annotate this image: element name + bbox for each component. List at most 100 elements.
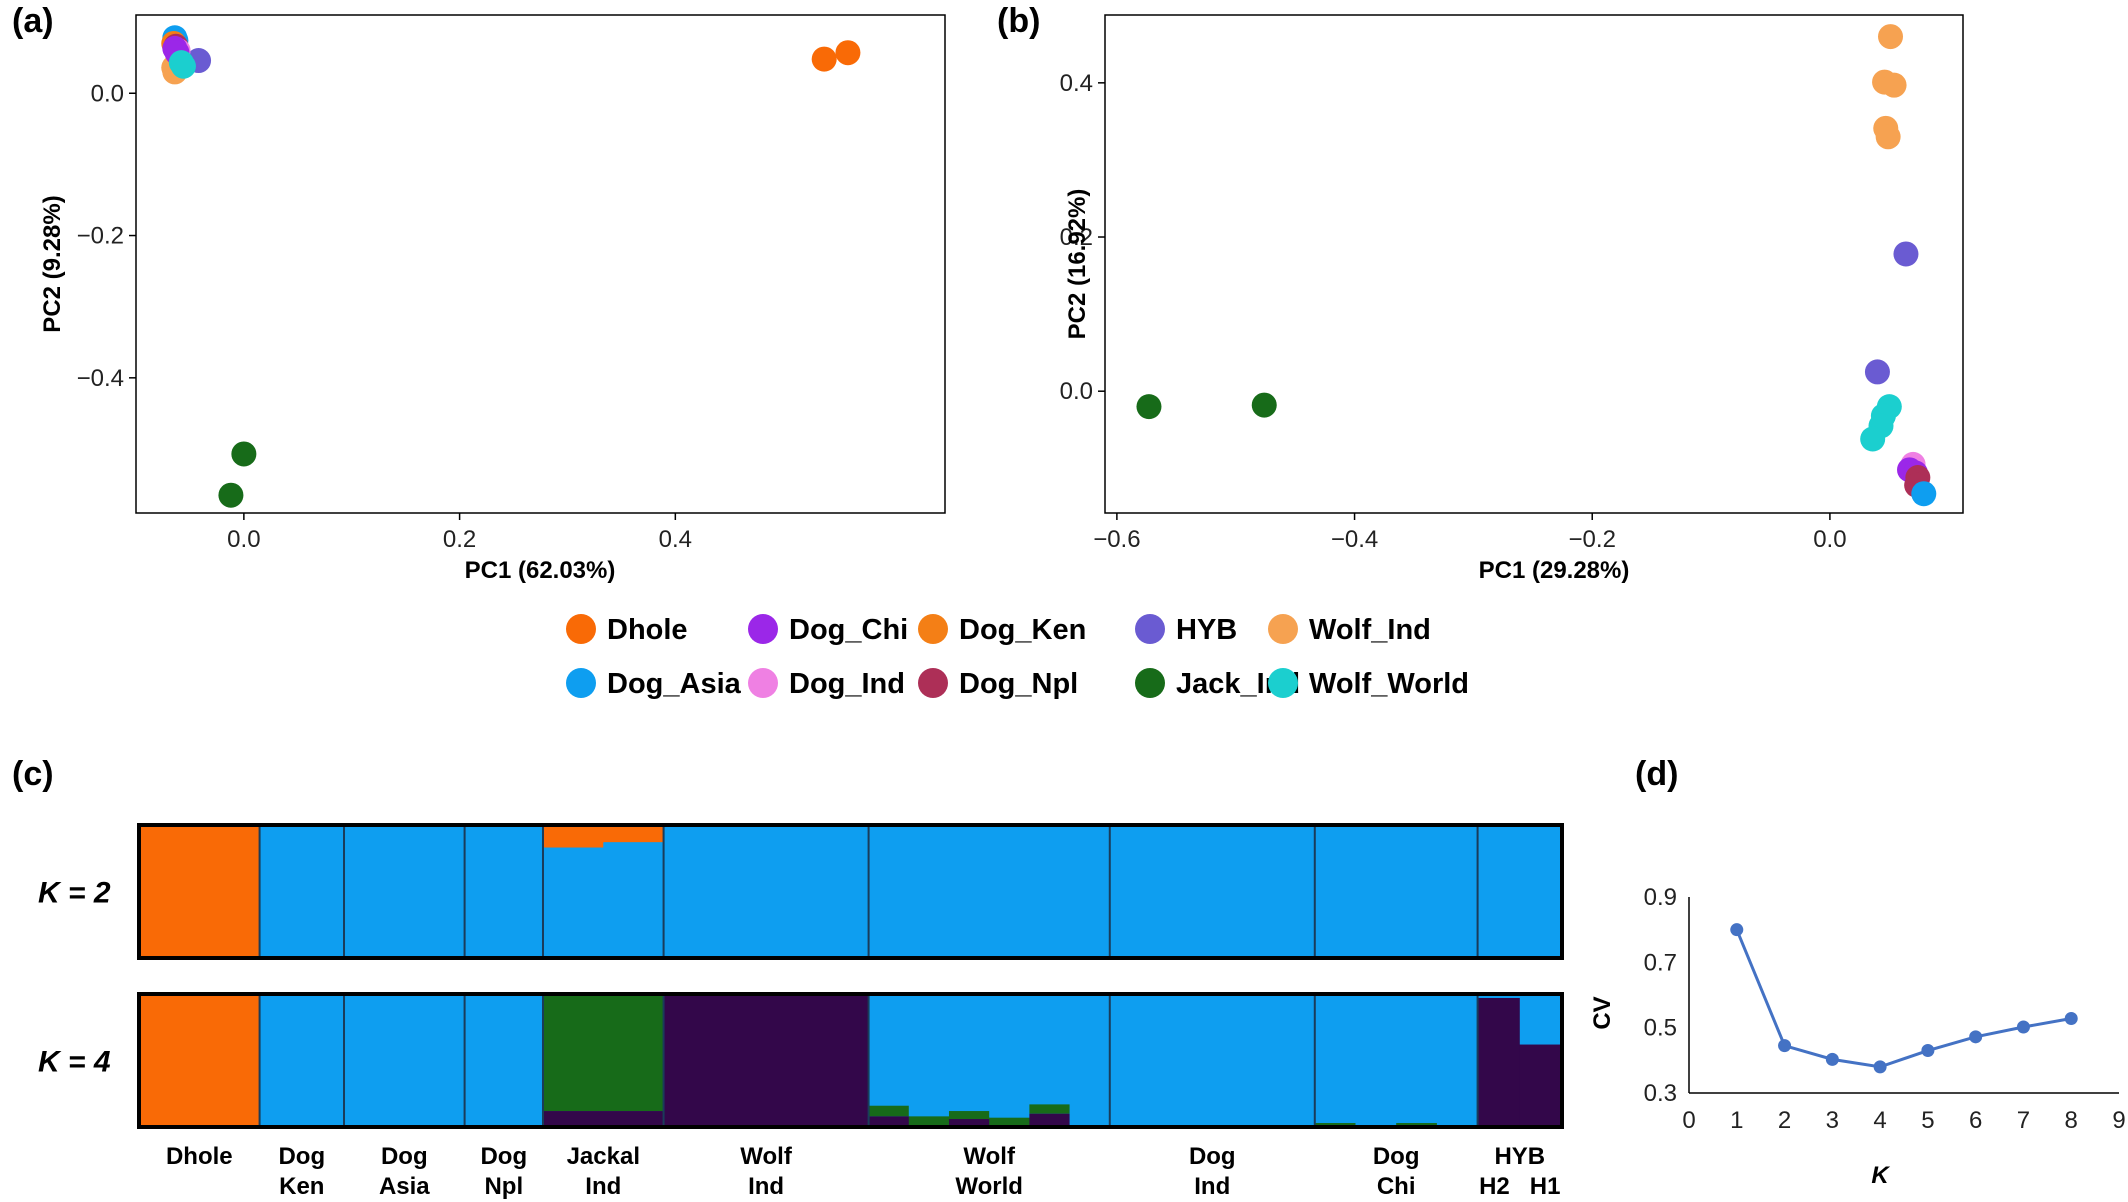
admixture-segment bbox=[344, 994, 466, 1126]
admixture-segment bbox=[1477, 825, 1563, 958]
legend-label-dog-chi: Dog_Chi bbox=[789, 614, 908, 646]
cv-x-tick-label: 1 bbox=[1730, 1107, 1743, 1134]
group-label-dog-asia: Dog bbox=[381, 1143, 428, 1170]
admixture-segment bbox=[989, 994, 1030, 1118]
legend-swatch-wolf-ind bbox=[1268, 614, 1298, 644]
cv-x-tick-label: 4 bbox=[1873, 1107, 1886, 1134]
legend-swatch-dog-asia bbox=[566, 668, 596, 698]
cv-y-tick-label: 0.9 bbox=[1644, 884, 1677, 911]
cv-ticks: 0.3 0.5 0.7 0.9 0 1 2 3 4 5 6 7 8 9 bbox=[1644, 884, 2126, 1134]
legend-swatch-dhole bbox=[566, 614, 596, 644]
admixture-segment bbox=[868, 1116, 910, 1127]
admixture-segment bbox=[948, 1111, 990, 1120]
cv-y-tick-label: 0.5 bbox=[1644, 1015, 1677, 1042]
cv-x-tick-label: 8 bbox=[2065, 1107, 2078, 1134]
legend-label-wolf-ind: Wolf_Ind bbox=[1309, 614, 1431, 646]
x-tick-label: 0.0 bbox=[1813, 526, 1846, 553]
legend: Dhole Dog_Chi Dog_Ken HYB Wolf_Ind Dog_Asia Do… bbox=[566, 614, 1469, 700]
group-sublabel-jackal-ind: Ind bbox=[585, 1173, 621, 1200]
point-jack-ind bbox=[1136, 394, 1162, 420]
group-label-dhole: Dhole bbox=[166, 1143, 233, 1170]
cv-point bbox=[1969, 1030, 1983, 1044]
plot-a-points bbox=[161, 25, 861, 508]
cv-ylabel: CV bbox=[1589, 996, 1616, 1029]
admixture-segment bbox=[344, 825, 466, 958]
group-sublabel-dog-chi: Chi bbox=[1377, 1173, 1416, 1200]
legend-label-dog-npl: Dog_Npl bbox=[959, 668, 1078, 700]
admixture-segment bbox=[1029, 994, 1071, 1105]
admixture-segment bbox=[1029, 1113, 1071, 1127]
plot-b-ylabel: PC2 (16.92%) bbox=[1064, 189, 1091, 340]
y-tick-label: 0.2 bbox=[1060, 224, 1093, 251]
legend-label-dhole: Dhole bbox=[607, 614, 688, 646]
cv-axes bbox=[1688, 897, 2119, 1094]
legend-label-wolf-world: Wolf_World bbox=[1309, 668, 1469, 700]
point-jack-ind bbox=[1251, 392, 1277, 418]
legend-swatch-hyb bbox=[1135, 614, 1165, 644]
group-label-wolf-world: Wolf bbox=[963, 1143, 1016, 1170]
admixture-segment bbox=[868, 994, 910, 1106]
panel-label-b: (b) bbox=[997, 2, 1040, 40]
admixture-plot: K = 2 K = 4 Dhole Dog Ken Dog Asia Dog Npl Jackal… bbox=[38, 823, 1564, 1200]
admixture-segment bbox=[259, 825, 345, 958]
pca-plot-b: −0.6 −0.4 −0.2 0.0 0.4 0.2 0.0 PC1 (29.28%) PC… bbox=[1060, 14, 1964, 584]
legend-label-hyb: HYB bbox=[1176, 614, 1237, 646]
admixture-segment bbox=[464, 825, 544, 958]
admixture-segment bbox=[1069, 994, 1111, 1126]
group-sublabel-wolf-world: World bbox=[955, 1173, 1023, 1200]
group-label-dog-ind: Dog bbox=[1189, 1143, 1236, 1170]
cv-point bbox=[1730, 923, 1744, 937]
cv-x-tick-label: 6 bbox=[1969, 1107, 1982, 1134]
plot-b-points bbox=[1136, 24, 1937, 507]
legend-label-dog-asia: Dog_Asia bbox=[607, 668, 742, 700]
plot-b-frame bbox=[1104, 14, 1964, 514]
k-label: K = 4 bbox=[38, 1046, 111, 1079]
y-tick-label: 0.0 bbox=[1060, 378, 1093, 405]
point-wolf-world bbox=[1860, 426, 1886, 452]
admixture-segment bbox=[868, 1105, 910, 1117]
cv-x-tick-label: 3 bbox=[1826, 1107, 1839, 1134]
cv-point bbox=[1825, 1052, 1839, 1066]
legend-label-dog-ind: Dog_Ind bbox=[789, 668, 905, 700]
admixture-segment bbox=[1436, 994, 1479, 1126]
panel-label-c: (c) bbox=[12, 755, 54, 793]
group-sublabel-dog-npl: Npl bbox=[484, 1173, 523, 1200]
group-sublabel-dog-ken: Ken bbox=[279, 1173, 324, 1200]
admixture-segment bbox=[542, 994, 665, 1112]
admixture-segment bbox=[663, 825, 870, 958]
cv-point bbox=[1778, 1039, 1792, 1053]
admixture-segment bbox=[908, 1116, 950, 1127]
admixture-segment bbox=[1519, 1044, 1563, 1127]
admixture-segment bbox=[1314, 994, 1357, 1124]
cv-x-tick-label: 2 bbox=[1778, 1107, 1791, 1134]
cv-series-line bbox=[1735, 929, 2072, 1069]
cv-x-tick-label: 7 bbox=[2017, 1107, 2030, 1134]
group-sublabel-dog-ind: Ind bbox=[1194, 1173, 1230, 1200]
admixture-segment bbox=[259, 994, 345, 1127]
cv-point bbox=[2064, 1012, 2078, 1026]
pca-plot-a: 0.0 0.2 0.4 0.0 −0.2 −0.4 PC1 (62.03%) PC2 (9… bbox=[39, 14, 946, 584]
admixture-segment bbox=[1109, 994, 1213, 1126]
admixture-segment bbox=[1029, 1104, 1071, 1114]
legend-swatch-dog-chi bbox=[748, 614, 778, 644]
group-label-wolf-ind: Wolf bbox=[740, 1143, 793, 1170]
admixture-segment bbox=[1519, 994, 1563, 1045]
admixture-segment bbox=[1109, 825, 1316, 958]
admixture-segment bbox=[603, 825, 665, 843]
admixture-segment bbox=[663, 994, 870, 1127]
admixture-segment bbox=[139, 825, 261, 958]
group-label-jackal-ind: Jackal bbox=[567, 1143, 640, 1170]
panel-label-a: (a) bbox=[12, 2, 54, 40]
group-label-dog-chi: Dog bbox=[1373, 1143, 1420, 1170]
x-tick-label: 0.0 bbox=[227, 526, 260, 553]
group-sublabel-hyb: H2 H1 bbox=[1479, 1173, 1560, 1200]
admixture-row-1: K = 2 bbox=[38, 823, 1564, 960]
x-tick-label: −0.6 bbox=[1093, 526, 1140, 553]
point-dog-asia bbox=[1911, 481, 1937, 507]
point-hyb bbox=[1893, 241, 1919, 267]
admixture-segment bbox=[139, 994, 261, 1127]
cv-y-tick-label: 0.7 bbox=[1644, 949, 1677, 976]
admixture-segment bbox=[908, 994, 950, 1117]
admixture-row-frame bbox=[137, 992, 1564, 1129]
